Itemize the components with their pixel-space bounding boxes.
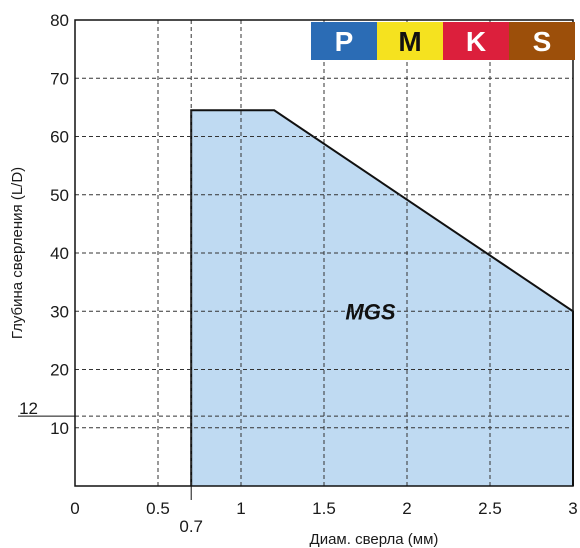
x-tick-label: 2 bbox=[402, 499, 411, 518]
grid bbox=[75, 20, 573, 486]
plot-border bbox=[74, 19, 574, 487]
y-tick-label: 10 bbox=[50, 419, 69, 438]
y-tick-label: 60 bbox=[50, 128, 69, 147]
x-tick-label: 3 bbox=[568, 499, 577, 518]
plot-frame bbox=[74, 19, 574, 487]
badge-label-m: M bbox=[398, 26, 421, 57]
y-extra-tick-label: 12 bbox=[19, 399, 38, 418]
tick-labels: 0 0.5 1 1.5 2 2.5 3 10 20 30 40 50 60 70 80 0.7 12 bbox=[18, 11, 578, 536]
badge-s bbox=[509, 22, 575, 60]
badge-label-k: K bbox=[466, 26, 486, 57]
x-tick-label: 2.5 bbox=[478, 499, 502, 518]
x-extra-tick-label: 0.7 bbox=[179, 517, 203, 536]
badge-p bbox=[311, 22, 377, 60]
y-tick-label: 70 bbox=[50, 69, 69, 88]
y-tick-label: 30 bbox=[50, 302, 69, 321]
badge-label-s: S bbox=[533, 26, 552, 57]
x-tick-label: 1 bbox=[236, 499, 245, 518]
area-fill-0 bbox=[191, 110, 573, 487]
x-tick-label: 0 bbox=[70, 499, 79, 518]
x-tick-label: 1.5 bbox=[312, 499, 336, 518]
x-axis-title: Диам. сверла (мм) bbox=[310, 531, 439, 548]
badge-m bbox=[377, 22, 443, 60]
y-tick-label: 20 bbox=[50, 361, 69, 380]
y-tick-label: 80 bbox=[50, 11, 69, 30]
series-label: MGS bbox=[345, 299, 395, 324]
x-tick-label: 0.5 bbox=[146, 499, 170, 518]
y-axis-title: Глубина сверления (L/D) bbox=[9, 167, 26, 339]
badge-k bbox=[443, 22, 509, 60]
y-tick-label: 50 bbox=[50, 186, 69, 205]
y-tick-label: 40 bbox=[50, 244, 69, 263]
badge-label-p: P bbox=[335, 26, 354, 57]
